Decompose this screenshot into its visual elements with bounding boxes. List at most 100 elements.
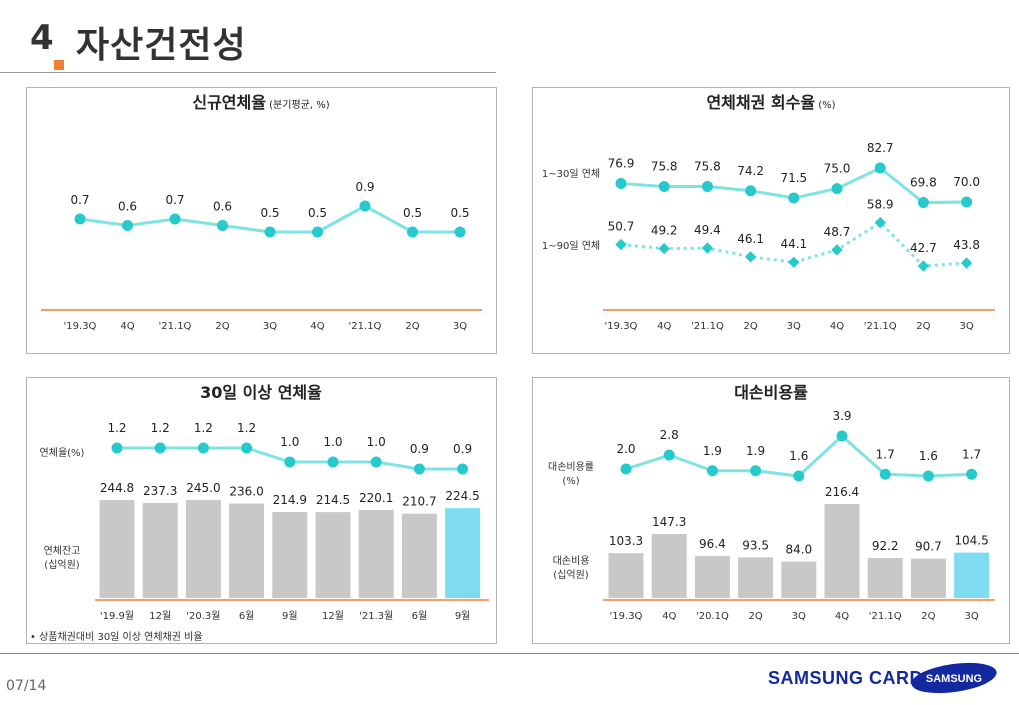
recovery-90d-data-label: 46.1	[737, 232, 764, 246]
chart-title: 신규연체율 (분기평균, %)	[192, 93, 329, 112]
x-tick-label: 4Q	[662, 611, 676, 622]
x-tick-label: '20.1Q	[696, 611, 729, 622]
x-tick-label: 2Q	[921, 611, 935, 622]
delinquency-rate-point	[327, 456, 339, 468]
x-tick-label: 2Q	[916, 321, 930, 332]
credit-cost-rate-data-label: 1.6	[789, 449, 808, 463]
bar-data-label: 104.5	[954, 534, 988, 548]
recovery-30d-point	[615, 178, 627, 190]
recovery-rate-chart: 연체채권 회수율 (%) 1~30일 연체 1~90일 연체 76.9 75.8 75.8…	[542, 93, 995, 332]
x-tick-label: '21.1Q	[869, 611, 902, 622]
bar-data-label: 147.3	[652, 515, 686, 529]
recovery-90d-point	[874, 216, 886, 229]
x-tick-label: 9월	[282, 610, 298, 622]
credit-cost-rate-point	[706, 465, 718, 477]
delinquency-rate-point	[197, 442, 209, 454]
x-tick-label: 2Q	[405, 321, 419, 332]
delinquency-rate-data-label: 1.0	[280, 435, 299, 449]
x-tick-label: 3Q	[263, 321, 277, 332]
new-delinquency-data-label: 0.5	[403, 206, 422, 220]
bar-data-label: 237.3	[143, 484, 177, 498]
delinquency-rate-data-label: 1.2	[151, 421, 170, 435]
new-delinquency-data-label: 0.7	[165, 193, 184, 207]
delinquent-balance-bar	[401, 513, 437, 598]
chart-title: 30일 이상 연체율	[200, 383, 322, 402]
chart-title: 대손비용률	[734, 383, 808, 402]
x-tick-label: 2Q	[743, 321, 757, 332]
recovery-30d-point	[701, 180, 713, 192]
x-tick-label: 3Q	[453, 321, 467, 332]
bar-data-label: 244.8	[100, 481, 134, 495]
new-delinquency-point	[122, 220, 133, 231]
delinquency-rate-point	[370, 456, 382, 468]
recovery-90d-point	[615, 238, 627, 251]
recovery-90d-point	[701, 242, 714, 254]
delinquency-rate-point	[284, 456, 296, 468]
credit-cost-rate-data-label: 1.7	[962, 447, 981, 461]
x-tick-label: 3Q	[792, 611, 806, 622]
credit-cost-bar	[954, 552, 990, 598]
x-tick-label: 9월	[455, 610, 471, 622]
credit-cost-bar	[781, 561, 817, 598]
recovery-30d-point	[745, 185, 757, 197]
recovery-30d-data-label: 76.9	[608, 157, 635, 171]
recovery-90d-data-label: 49.4	[694, 223, 721, 237]
x-tick-label: 4Q	[657, 321, 671, 332]
delinquent-balance-bar	[315, 512, 351, 598]
new-delinquency-data-label: 0.6	[118, 200, 137, 214]
recovery-90d-data-label: 49.2	[651, 224, 678, 238]
bar-data-label: 210.7	[402, 495, 436, 509]
x-tick-label: 2Q	[215, 321, 229, 332]
x-tick-label: 12월	[322, 610, 344, 622]
panel-new-delinquency: 신규연체율 (분기평균, %) 0.7 0.6 0.7 0.6 0.5 0.5 0.9 0.5 0…	[26, 87, 497, 354]
delinquency-rate-data-label: 1.2	[107, 421, 126, 435]
new-delinquency-data-label: 0.5	[260, 206, 279, 220]
delinquency-rate-point	[457, 463, 469, 475]
recovery-30d-data-label: 74.2	[737, 164, 764, 178]
recovery-90d-line	[620, 220, 967, 268]
x-tick-label: '21.1Q	[159, 321, 192, 332]
new-delinquency-point	[312, 226, 323, 238]
recovery-30d-data-label: 71.5	[780, 171, 807, 185]
recovery-90d-point	[960, 257, 973, 269]
credit-cost-bar	[867, 557, 903, 598]
new-delinquency-point	[407, 226, 418, 238]
delinquent-balance-bar	[229, 503, 265, 598]
panel-recovery-rate: 연체채권 회수율 (%) 1~30일 연체 1~90일 연체 76.9 75.8 75.8…	[532, 87, 1010, 354]
series-label: 1~30일 연체	[542, 168, 600, 180]
recovery-30d-data-label: 75.0	[824, 162, 851, 176]
new-delinquency-data-label: 0.5	[308, 206, 327, 220]
delinquent-balance-bar	[445, 508, 481, 598]
bar-data-label: 96.4	[699, 537, 726, 551]
delinquent-balance-bar	[99, 500, 135, 598]
recovery-90d-point	[744, 251, 757, 263]
credit-cost-rate-point	[793, 470, 805, 482]
delinquency-rate-point	[111, 442, 123, 454]
bar-data-label: 92.2	[872, 539, 899, 553]
credit-cost-rate-point	[922, 470, 934, 482]
delinquent-balance-bar	[185, 499, 221, 598]
line-series-label: 연체율(%)	[40, 447, 85, 459]
x-tick-label: 12월	[149, 610, 171, 622]
new-delinquency-data-label: 0.9	[355, 180, 374, 194]
delinquency-rate-data-label: 0.9	[453, 442, 472, 456]
credit-cost-rate-data-label: 1.6	[919, 449, 938, 463]
delinquency-rate-point	[154, 442, 166, 454]
bar-data-label: 216.4	[825, 485, 859, 499]
x-tick-label: 3Q	[964, 611, 978, 622]
accent-square	[54, 60, 64, 70]
new-delinquency-point	[264, 226, 276, 238]
credit-cost-rate-data-label: 1.9	[746, 444, 765, 458]
recovery-30d-point	[788, 192, 800, 204]
delinquent-balance-bar	[272, 511, 308, 598]
x-tick-label: 4Q	[120, 321, 134, 332]
credit-cost-bar	[910, 558, 946, 598]
bar-data-label: 84.0	[785, 543, 812, 557]
delinquency-rate-data-label: 1.2	[194, 421, 213, 435]
recovery-30d-data-label: 75.8	[651, 159, 678, 173]
recovery-90d-data-label: 58.9	[867, 198, 894, 212]
x-tick-label: 3Q	[959, 321, 973, 332]
bar-series-label: 대손비용	[553, 555, 590, 567]
